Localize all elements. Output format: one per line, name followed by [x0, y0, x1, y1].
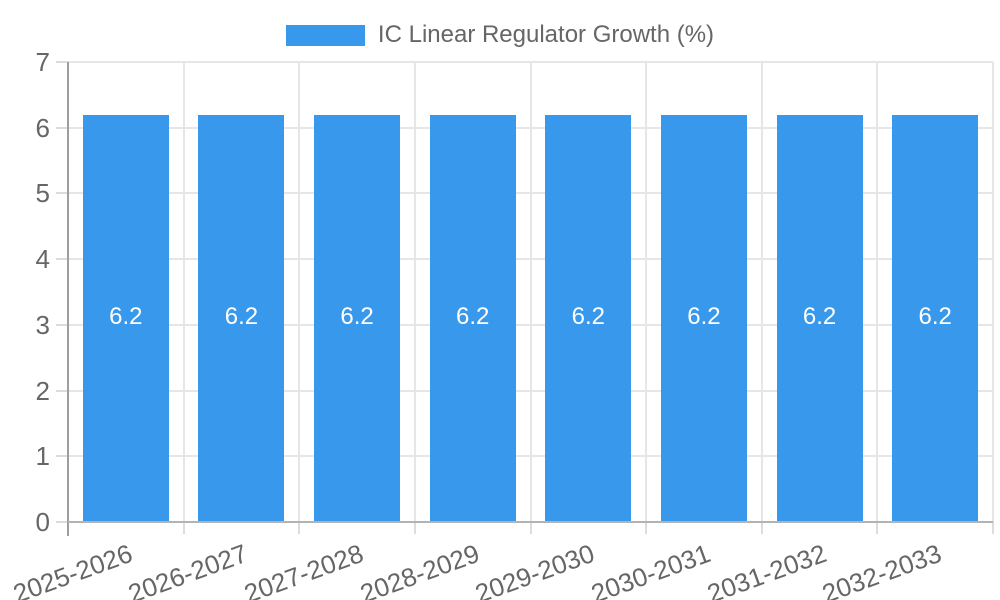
legend[interactable]: IC Linear Regulator Growth (%): [0, 21, 1000, 49]
bar-value-label: 6.2: [802, 303, 837, 331]
y-axis-tick: [56, 521, 68, 523]
plot-area: [68, 61, 994, 522]
y-tick-label: 7: [35, 47, 50, 77]
bar-value-label: 6.2: [340, 303, 374, 331]
y-tick-label: 3: [35, 309, 50, 340]
bar[interactable]: 6.2: [314, 114, 401, 521]
bar-value-label: 6.2: [109, 303, 143, 331]
x-axis-tick: [645, 522, 648, 534]
gridline-vertical: [876, 62, 879, 522]
x-axis-tick: [413, 522, 416, 534]
y-tick-label: 5: [35, 178, 50, 209]
x-axis-tick: [182, 522, 185, 534]
x-axis-tick: [298, 522, 301, 534]
gridline-vertical: [413, 62, 416, 522]
bar-value-label: 6.2: [456, 303, 490, 331]
y-axis-tick: [56, 258, 68, 261]
gridline-vertical: [645, 62, 648, 522]
bar[interactable]: 6.2: [776, 114, 863, 521]
y-tick-label: 1: [35, 441, 50, 472]
legend-swatch: [285, 24, 365, 46]
x-axis-tick: [760, 522, 763, 534]
bar[interactable]: 6.2: [660, 114, 747, 521]
bar[interactable]: 6.2: [892, 114, 979, 521]
gridline-vertical: [992, 62, 994, 522]
bar[interactable]: 6.2: [198, 114, 285, 521]
y-axis-tick: [56, 389, 68, 392]
x-axis-line: [68, 521, 993, 523]
bar[interactable]: 6.2: [82, 114, 169, 521]
y-tick-label: 2: [35, 375, 50, 406]
bar[interactable]: 6.2: [429, 114, 516, 521]
y-axis-tick: [56, 126, 68, 129]
y-axis-tick: [56, 192, 68, 195]
bar-value-label: 6.2: [224, 303, 259, 331]
bar-value-label: 6.2: [918, 303, 952, 331]
gridline-vertical: [760, 62, 763, 522]
y-tick-label: 4: [35, 244, 50, 275]
y-axis-tick: [56, 323, 68, 326]
x-axis-tick: [992, 522, 994, 534]
y-tick-label: 6: [35, 112, 50, 143]
bar[interactable]: 6.2: [545, 114, 632, 521]
bar-value-label: 6.2: [687, 303, 721, 331]
x-axis-tick: [529, 522, 532, 534]
y-axis-line: [67, 62, 69, 536]
bar-value-label: 6.2: [571, 303, 605, 331]
y-axis-tick: [56, 61, 68, 63]
x-axis-tick: [876, 522, 879, 534]
gridline-vertical: [298, 62, 301, 522]
y-tick-label: 0: [35, 507, 50, 537]
gridline-vertical: [529, 62, 532, 522]
y-axis-tick: [56, 455, 68, 458]
legend-label: IC Linear Regulator Growth (%): [377, 21, 715, 48]
gridline-vertical: [182, 62, 185, 522]
